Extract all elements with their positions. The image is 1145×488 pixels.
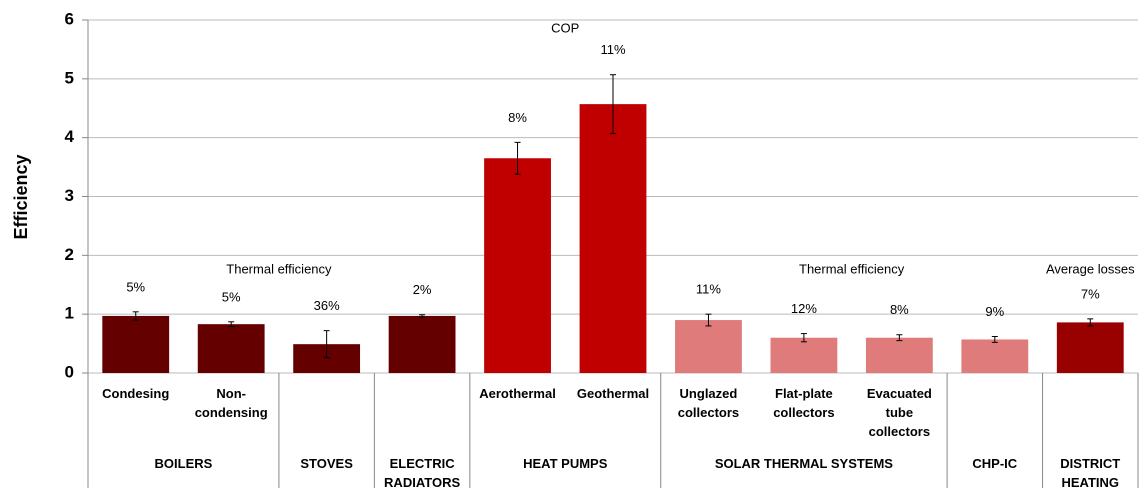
y-tick-label: 2 (65, 245, 74, 264)
x-tick-label: Non- condensing (194, 386, 268, 420)
group-label: DISTRICT HEATING (1060, 456, 1121, 488)
error-label: 8% (890, 302, 909, 317)
error-label: 7% (1081, 286, 1100, 301)
x-tick-label: Flat-plate collectors (773, 386, 835, 420)
error-label: 11% (600, 42, 625, 57)
group-label: BOILERS (154, 456, 213, 471)
bar (579, 104, 647, 374)
group-label: HEAT PUMPS (523, 456, 608, 471)
error-label: 8% (508, 110, 527, 125)
error-label: 5% (222, 289, 241, 304)
y-tick-label: 0 (65, 362, 74, 381)
bar (675, 320, 742, 373)
x-tick-label: Unglazed collectors (677, 386, 740, 420)
x-tick-label: Geothermal (576, 386, 650, 401)
error-label: 36% (314, 298, 340, 313)
bar (1056, 322, 1124, 373)
group-label: CHP-IC (972, 456, 1018, 471)
group-label: ELECTRIC RADIATORS (384, 456, 461, 488)
y-tick-label: 1 (65, 304, 74, 323)
y-axis-label: Efficiency (11, 154, 31, 239)
bar (197, 324, 265, 373)
bar (961, 339, 1029, 373)
x-tick-label: Condesing (102, 386, 170, 401)
y-tick-label: 4 (65, 127, 75, 146)
error-label: 12% (791, 301, 817, 316)
x-tick-label: Aerothermal (479, 386, 556, 401)
bar (770, 337, 838, 373)
y-tick-label: 6 (65, 9, 74, 28)
y-tick-label: 5 (65, 68, 74, 87)
y-tick-label: 3 (65, 186, 74, 205)
group-label: SOLAR THERMAL SYSTEMS (714, 456, 893, 471)
error-label: 5% (126, 279, 145, 294)
annotation: Thermal efficiency (799, 261, 905, 276)
annotation: Average losses (1046, 261, 1135, 276)
error-label: 2% (413, 282, 432, 297)
x-tick-label: Evacuated tube collectors (866, 386, 932, 439)
annotation: COP (551, 20, 579, 35)
error-label: 11% (696, 282, 721, 297)
group-label: STOVES (300, 456, 353, 471)
bar (484, 158, 551, 373)
error-label: 9% (985, 304, 1004, 319)
annotation: Thermal efficiency (226, 261, 332, 276)
bar (865, 337, 933, 373)
bar (388, 315, 456, 373)
bar (102, 315, 170, 373)
